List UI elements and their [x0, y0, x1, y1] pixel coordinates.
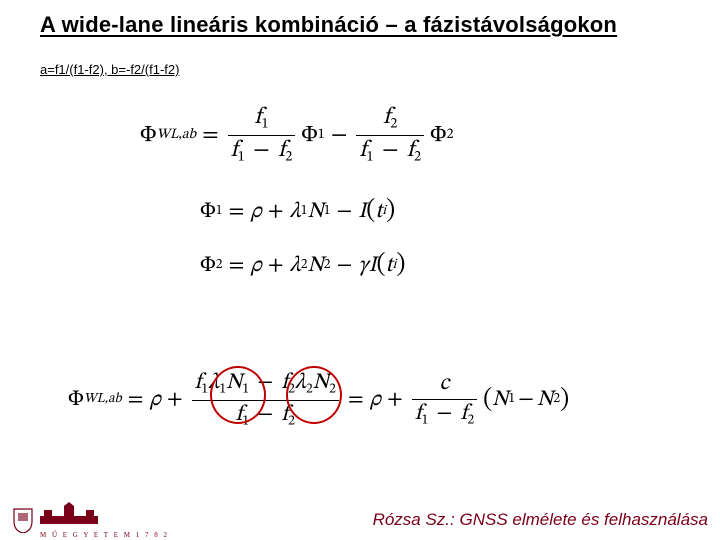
eq: =: [122, 386, 150, 414]
minus-mid: −: [325, 121, 354, 150]
minus: −: [250, 139, 273, 162]
phi2-idx: 2: [216, 258, 223, 274]
frac-f1: f1 f1 − f2: [228, 104, 296, 166]
minus-N: −: [515, 386, 537, 414]
footer-logo: M Ű E G Y E T E M 1 7 8 2: [12, 502, 169, 539]
highlight-circle-1: [210, 366, 266, 424]
phi1: Φ: [298, 121, 318, 150]
equation-phi1: Φ1 = ρ + λ1 N1 − I (ti): [200, 196, 395, 227]
t: t: [375, 198, 382, 226]
N1: N: [492, 386, 508, 414]
frac-bar: [228, 135, 296, 136]
phi2-sym: Φ: [200, 252, 216, 280]
f1-den-l-sub: 1: [238, 150, 245, 164]
phi-sub: WL,ab: [157, 126, 197, 144]
eq2: =: [342, 386, 370, 414]
eq: =: [223, 252, 251, 280]
f2-den-r-sub: 2: [414, 150, 421, 164]
slide-footer: M Ű E G Y E T E M 1 7 8 2 Rózsa Sz.: GNS…: [0, 500, 720, 540]
phi-symbol: Φ: [140, 121, 157, 150]
rho: ρ: [250, 198, 261, 226]
equation-widelane: ΦWL,ab = f1 f1 − f2 Φ1 − f2 f1 − f2: [140, 104, 454, 166]
N2: N: [537, 386, 553, 414]
equals: =: [196, 121, 225, 150]
N1: N: [307, 198, 323, 226]
den-r-sub: 2: [288, 415, 295, 428]
lparen: (: [480, 385, 492, 416]
frac-bar2: [412, 399, 477, 400]
plus: +: [262, 252, 290, 280]
lam1-sub: 1: [301, 204, 308, 220]
N1-sub: 1: [324, 204, 331, 220]
I: I: [369, 252, 377, 280]
rho2: ρ: [370, 386, 381, 414]
f2-den-r: f: [407, 139, 414, 162]
footer-mueg-text: M Ű E G Y E T E M 1 7 8 2: [40, 531, 169, 539]
phi1-sym: Φ: [200, 198, 216, 226]
frac-bar2: [356, 135, 424, 136]
minus2: −: [379, 139, 402, 162]
f2-den-l-sub: 1: [366, 150, 373, 164]
lparen: (: [366, 196, 375, 227]
minus: −: [331, 252, 359, 280]
rparen: ): [396, 250, 405, 281]
N2-sub: 2: [553, 392, 560, 408]
N2: N: [307, 252, 323, 280]
frac-f2: f2 f1 − f2: [356, 104, 424, 166]
phi1-idx: 1: [216, 204, 223, 220]
building-icon: [40, 502, 98, 526]
coefficients-line: a=f1/(f1-f2), b=-f2/(f1-f2): [40, 62, 179, 77]
slide-title-wrap: A wide-lane lineáris kombináció – a fázi…: [40, 12, 680, 38]
t: t: [386, 252, 393, 280]
den2-r-sub: 2: [467, 414, 474, 427]
rho: ρ: [149, 386, 160, 414]
den2-minus: −: [434, 403, 456, 425]
crest-icon: [12, 507, 34, 533]
frac-c: c f1 − f2: [412, 371, 477, 429]
plus2: +: [381, 386, 409, 414]
den2-l-sub: 1: [422, 414, 429, 427]
I: I: [358, 198, 366, 226]
c: c: [440, 373, 450, 395]
f1-den-l: f: [231, 139, 238, 162]
den2-l: f: [415, 403, 422, 425]
phi2: Φ: [427, 121, 447, 150]
lam1: λ: [290, 198, 301, 226]
plus: +: [161, 386, 189, 414]
N1-sub: 1: [508, 392, 515, 408]
eq: =: [223, 198, 251, 226]
phi-wl: Φ: [68, 386, 84, 414]
phi-wl-sub: WL,ab: [84, 392, 122, 408]
rho: ρ: [250, 252, 261, 280]
lparen: (: [377, 250, 386, 281]
phi2-sub: 2: [447, 126, 454, 144]
footer-author: Rózsa Sz.: GNSS elmélete és felhasználás…: [373, 510, 708, 530]
f1-num-sub: 1: [261, 118, 268, 132]
lam2-sub: 2: [301, 258, 308, 274]
rparen: ): [560, 385, 569, 416]
plus: +: [262, 198, 290, 226]
f2-num-sub: 2: [390, 118, 397, 132]
N2-sub: 2: [324, 258, 331, 274]
gamma: γ: [358, 252, 368, 280]
highlight-circle-2: [286, 366, 342, 424]
minus: −: [331, 198, 359, 226]
footer-building: M Ű E G Y E T E M 1 7 8 2: [40, 502, 169, 539]
f1-den-r-sub: 2: [285, 150, 292, 164]
phi1-sub: 1: [318, 126, 325, 144]
slide-title: A wide-lane lineáris kombináció – a fázi…: [40, 12, 680, 38]
lam2: λ: [290, 252, 301, 280]
rparen: ): [386, 196, 395, 227]
equation-phi2: Φ2 = ρ + λ2 N2 − γ I (ti): [200, 250, 405, 281]
